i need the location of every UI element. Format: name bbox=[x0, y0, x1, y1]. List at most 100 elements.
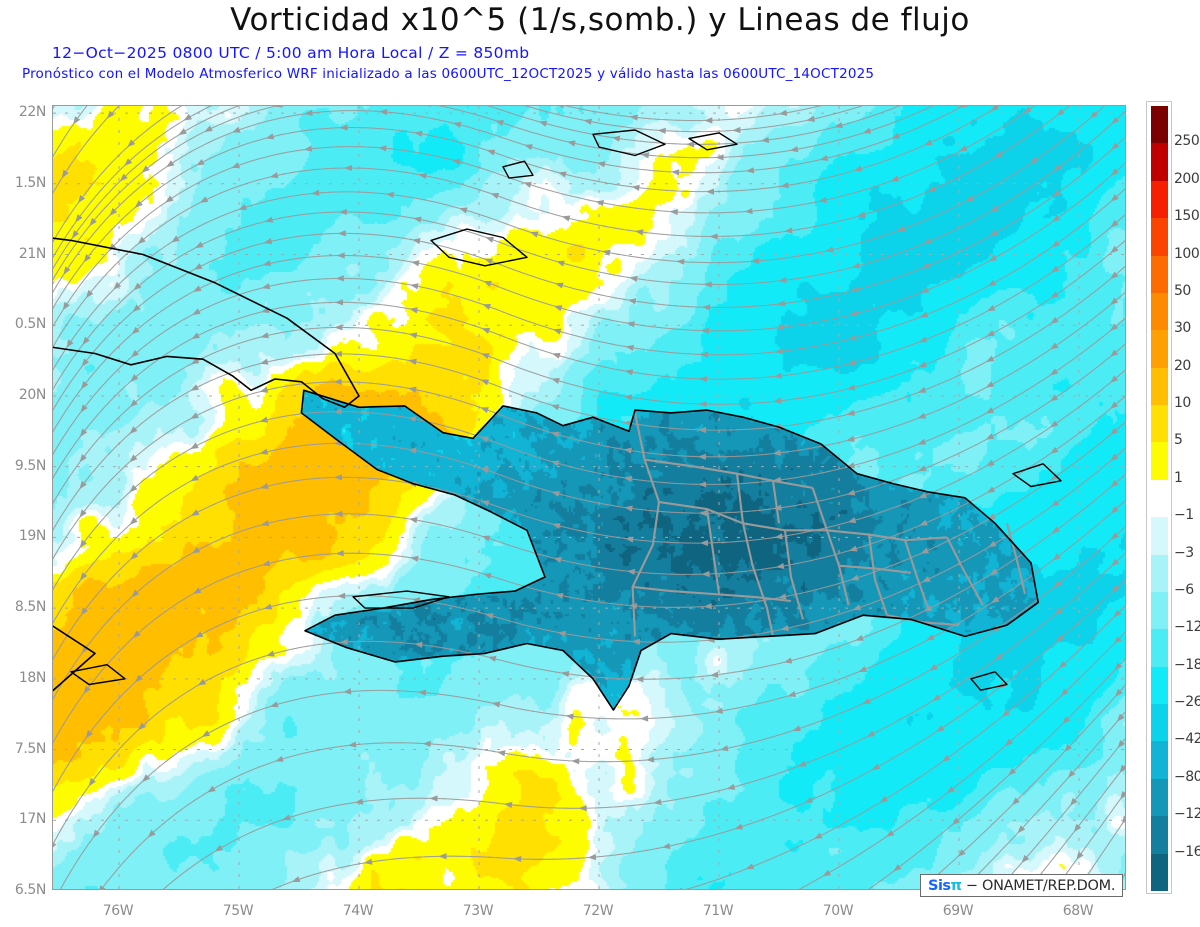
streamline-arrow bbox=[571, 758, 580, 765]
streamline-arrow bbox=[129, 399, 138, 408]
streamline-arrow bbox=[92, 829, 101, 839]
colorbar-label-11: −3 bbox=[1174, 544, 1194, 561]
streamline-arrow bbox=[804, 796, 814, 803]
streamline-arrow bbox=[333, 350, 342, 357]
streamline-arrow bbox=[567, 140, 576, 147]
streamline-arrow bbox=[760, 136, 770, 144]
streamline-arrow bbox=[129, 517, 138, 525]
streamline-arrow bbox=[732, 126, 741, 134]
streamline-arrow bbox=[98, 885, 106, 889]
lat-tick-6: 19N bbox=[18, 528, 46, 545]
streamline-arrow bbox=[483, 572, 492, 579]
colorbar-label-3: 100 bbox=[1174, 245, 1200, 262]
streamline-arrow bbox=[409, 517, 418, 524]
coastline-island-0 bbox=[430, 228, 528, 267]
streamline-75 bbox=[564, 106, 822, 122]
streamline-arrow bbox=[1052, 189, 1061, 197]
streamline-arrow bbox=[183, 113, 193, 121]
streamline-arrow bbox=[134, 674, 143, 683]
streamline-arrow bbox=[851, 262, 861, 269]
lon-tick-1: 75W bbox=[222, 903, 254, 919]
streamline-arrow bbox=[986, 486, 996, 494]
streamline-arrow bbox=[698, 426, 707, 434]
streamline-arrow bbox=[1051, 526, 1060, 534]
streamline-arrow bbox=[190, 384, 199, 391]
streamline-arrow bbox=[79, 428, 88, 437]
streamline-arrow bbox=[482, 303, 491, 310]
separator-dash: − bbox=[965, 878, 978, 894]
colorbar-label-17: −80 bbox=[1174, 768, 1200, 785]
streamline-arrow bbox=[204, 125, 213, 132]
streamline-arrow bbox=[339, 124, 348, 131]
streamline-arrow bbox=[744, 207, 753, 215]
streamline-arrow bbox=[513, 855, 522, 863]
streamline-arrow bbox=[130, 374, 139, 382]
streamline-arrow bbox=[774, 348, 783, 355]
streamline-arrow bbox=[263, 238, 273, 245]
streamline-arrow bbox=[191, 332, 200, 339]
colorbar-label-7: 10 bbox=[1174, 395, 1191, 412]
colorbar-segment-14 bbox=[1151, 629, 1168, 667]
colorbar-label-4: 50 bbox=[1174, 282, 1191, 299]
streamline-arrow bbox=[153, 889, 163, 890]
lat-tick-11: 6.5N bbox=[14, 882, 47, 898]
attribution-badge: Sisπ − ONAMET/REP.DOM. bbox=[920, 874, 1124, 897]
lat-tick-1: 1.5N bbox=[14, 174, 47, 191]
streamline-arrow bbox=[929, 664, 938, 671]
streamline-arrow bbox=[106, 110, 115, 119]
streamline-arrow bbox=[942, 754, 951, 762]
streamline-arrow bbox=[459, 207, 468, 214]
streamline-arrow bbox=[129, 484, 138, 493]
streamline-arrow bbox=[550, 460, 560, 467]
lon-tick-2: 74W bbox=[342, 903, 374, 919]
streamline-arrow bbox=[627, 298, 637, 305]
streamline-arrow bbox=[491, 701, 501, 708]
colorbar-segment-1 bbox=[1151, 143, 1168, 181]
province-boundary-5 bbox=[867, 534, 888, 616]
streamline-arrow bbox=[789, 146, 799, 153]
colorbar-segment-6 bbox=[1151, 330, 1168, 368]
streamline-arrow bbox=[199, 196, 209, 203]
streamline-arrow bbox=[1050, 473, 1059, 481]
streamline-arrow bbox=[263, 603, 273, 610]
colorbar-label-2: 150 bbox=[1174, 208, 1200, 225]
streamline-74 bbox=[524, 106, 864, 133]
streamline-arrow bbox=[556, 260, 565, 267]
colorbar-segment-17 bbox=[1151, 741, 1168, 779]
streamline-arrow bbox=[661, 842, 671, 849]
streamline-arrow bbox=[926, 634, 935, 641]
streamline-arrow bbox=[715, 154, 724, 161]
streamline-arrow bbox=[1111, 558, 1120, 567]
streamline-arrow bbox=[1050, 291, 1059, 299]
map-plot-area[interactable] bbox=[52, 105, 1126, 890]
streamline-arrow bbox=[411, 260, 420, 267]
streamline-arrow bbox=[560, 670, 570, 678]
streamline-arrow bbox=[986, 459, 995, 467]
streamline-arrow bbox=[418, 172, 427, 179]
colorbar-segment-4 bbox=[1151, 255, 1168, 293]
streamline-arrow bbox=[611, 135, 621, 142]
streamline-arrow bbox=[919, 311, 929, 318]
streamline-arrow bbox=[1117, 740, 1125, 749]
colorbar-segment-10 bbox=[1151, 479, 1168, 518]
streamline-arrow bbox=[127, 139, 136, 148]
streamline-arrow bbox=[626, 321, 635, 328]
streamline-arrow bbox=[337, 592, 346, 599]
streamline-arrow bbox=[778, 276, 787, 284]
streamline-arrow bbox=[936, 724, 945, 732]
streamline-arrow bbox=[1120, 791, 1125, 800]
streamline-arrow bbox=[79, 539, 87, 549]
streamline-34 bbox=[53, 395, 1125, 700]
streamline-arrow bbox=[625, 536, 634, 543]
streamline-arrow bbox=[751, 257, 760, 264]
streamline-arrow bbox=[66, 339, 74, 348]
organization-label: − ONAMET/REP.DOM. bbox=[962, 878, 1116, 894]
streamline-arrow bbox=[190, 474, 199, 482]
streamline-arrow bbox=[891, 132, 900, 139]
streamline-arrow bbox=[561, 215, 571, 222]
streamline-arrow bbox=[141, 165, 150, 173]
streamline-arrow bbox=[551, 490, 560, 497]
streamline-arrow bbox=[624, 369, 634, 376]
streamline-arrow bbox=[132, 304, 141, 313]
streamline-arrow bbox=[702, 304, 711, 311]
